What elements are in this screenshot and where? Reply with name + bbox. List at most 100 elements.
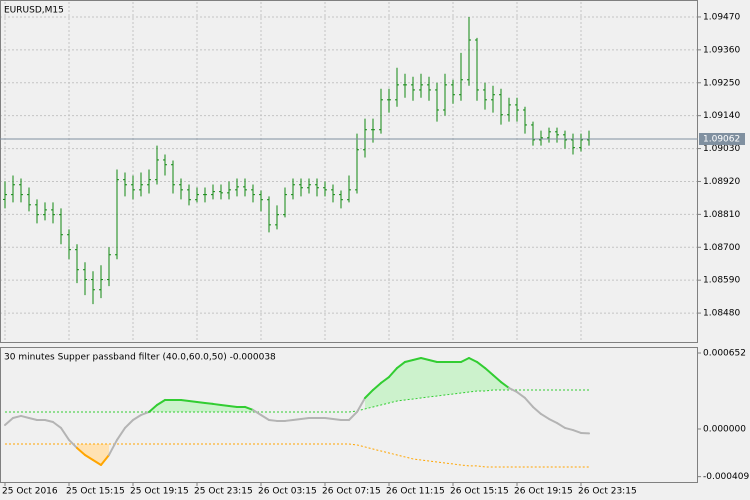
filter-line — [516, 391, 526, 399]
up-fill — [165, 399, 173, 412]
filter-line — [156, 398, 166, 406]
filter-line — [12, 414, 22, 420]
filter-line — [524, 396, 534, 408]
y-tick-label: 1.09470 — [703, 12, 740, 22]
up-fill — [445, 361, 453, 395]
filter-line — [188, 400, 198, 403]
x-tick-label: 26 Oct 11:15 — [386, 487, 445, 497]
y-tick-label: 1.08590 — [703, 276, 740, 286]
x-tick-label: 26 Oct 19:15 — [514, 487, 573, 497]
filter-line — [220, 403, 230, 408]
current-price-box — [699, 132, 745, 145]
filter-line — [428, 359, 438, 363]
up-fill — [413, 358, 421, 400]
down-fill — [101, 444, 109, 465]
filter-line — [100, 453, 110, 466]
x-tick-label: 26 Oct 07:15 — [322, 487, 381, 497]
filter-line — [140, 410, 150, 416]
filter-line — [252, 408, 262, 416]
filter-line — [460, 357, 470, 363]
filter-line — [508, 386, 518, 394]
filter-line — [484, 367, 494, 377]
filter-line — [492, 374, 502, 384]
filter-line — [356, 396, 366, 413]
up-fill — [477, 361, 485, 391]
filter-line — [180, 398, 190, 403]
filter-line — [196, 400, 206, 404]
filter-line — [228, 405, 238, 408]
filter-line — [132, 414, 142, 422]
filter-line — [548, 417, 558, 425]
filter-line — [380, 376, 390, 384]
y-tick-label: 1.09140 — [703, 111, 740, 121]
filter-line — [268, 419, 278, 422]
panel-frame — [0, 0, 698, 343]
indicator-title: 30 minutes Supper passband filter (40.0,… — [4, 353, 276, 363]
filter-line — [28, 417, 38, 422]
filter-line — [412, 357, 422, 362]
filter-line — [52, 420, 62, 429]
up-fill — [421, 358, 429, 398]
filter-line — [572, 429, 582, 434]
y-tick-label: 0.000652 — [703, 349, 746, 359]
up-fill — [493, 375, 501, 390]
filter-line — [532, 405, 542, 415]
up-fill — [453, 361, 461, 395]
filter-line — [124, 419, 134, 429]
up-fill — [365, 389, 373, 409]
y-tick-label: 1.09250 — [703, 78, 740, 88]
lower-band — [5, 443, 589, 468]
down-fill — [93, 444, 101, 465]
filter-line — [300, 417, 310, 420]
current-price-label: 1.09062 — [703, 134, 740, 144]
filter-line — [348, 410, 358, 422]
filter-line — [44, 419, 54, 423]
filter-line — [260, 414, 270, 422]
filter-line — [364, 388, 374, 399]
up-fill — [181, 399, 189, 412]
x-tick-label: 26 Oct 03:15 — [258, 487, 317, 497]
filter-line — [284, 419, 294, 422]
filter-line — [476, 360, 486, 370]
up-fill — [189, 401, 197, 412]
y-tick-label: 0.000000 — [703, 424, 746, 434]
up-fill — [389, 368, 397, 403]
chart-title: EURUSD,M15 — [4, 6, 64, 16]
filter-line — [4, 417, 14, 427]
filter-line — [556, 422, 566, 429]
up-fill — [213, 403, 221, 412]
filter-line — [332, 417, 342, 422]
upper-band — [5, 389, 589, 413]
x-tick-label: 25 Oct 23:15 — [194, 487, 253, 497]
filter-line — [324, 417, 334, 420]
filter-line — [372, 381, 382, 391]
filter-line — [68, 438, 78, 449]
y-tick-label: 1.08920 — [703, 177, 740, 187]
filter-line — [468, 357, 478, 363]
filter-line — [20, 414, 30, 420]
filter-line — [116, 426, 126, 441]
up-fill — [461, 358, 469, 393]
x-tick-label: 26 Oct 15:15 — [450, 487, 509, 497]
y-tick-label: 1.09030 — [703, 144, 740, 154]
filter-line — [404, 359, 414, 363]
filter-line — [108, 438, 118, 456]
y-tick-label: 1.08810 — [703, 210, 740, 220]
filter-line — [204, 401, 214, 405]
filter-line — [92, 458, 102, 466]
filter-line — [76, 446, 86, 456]
x-tick-label: 25 Oct 19:15 — [130, 487, 189, 497]
up-fill — [205, 402, 213, 412]
filter-line — [212, 402, 222, 406]
filter-line — [84, 453, 94, 461]
filter-line — [60, 426, 70, 441]
filter-line — [420, 357, 430, 362]
up-fill — [469, 358, 477, 393]
x-tick-label: 25 Oct 2016 — [2, 487, 58, 497]
y-tick-label: -0.000409 — [703, 472, 749, 482]
up-fill — [157, 399, 165, 412]
filter-line — [396, 360, 406, 370]
